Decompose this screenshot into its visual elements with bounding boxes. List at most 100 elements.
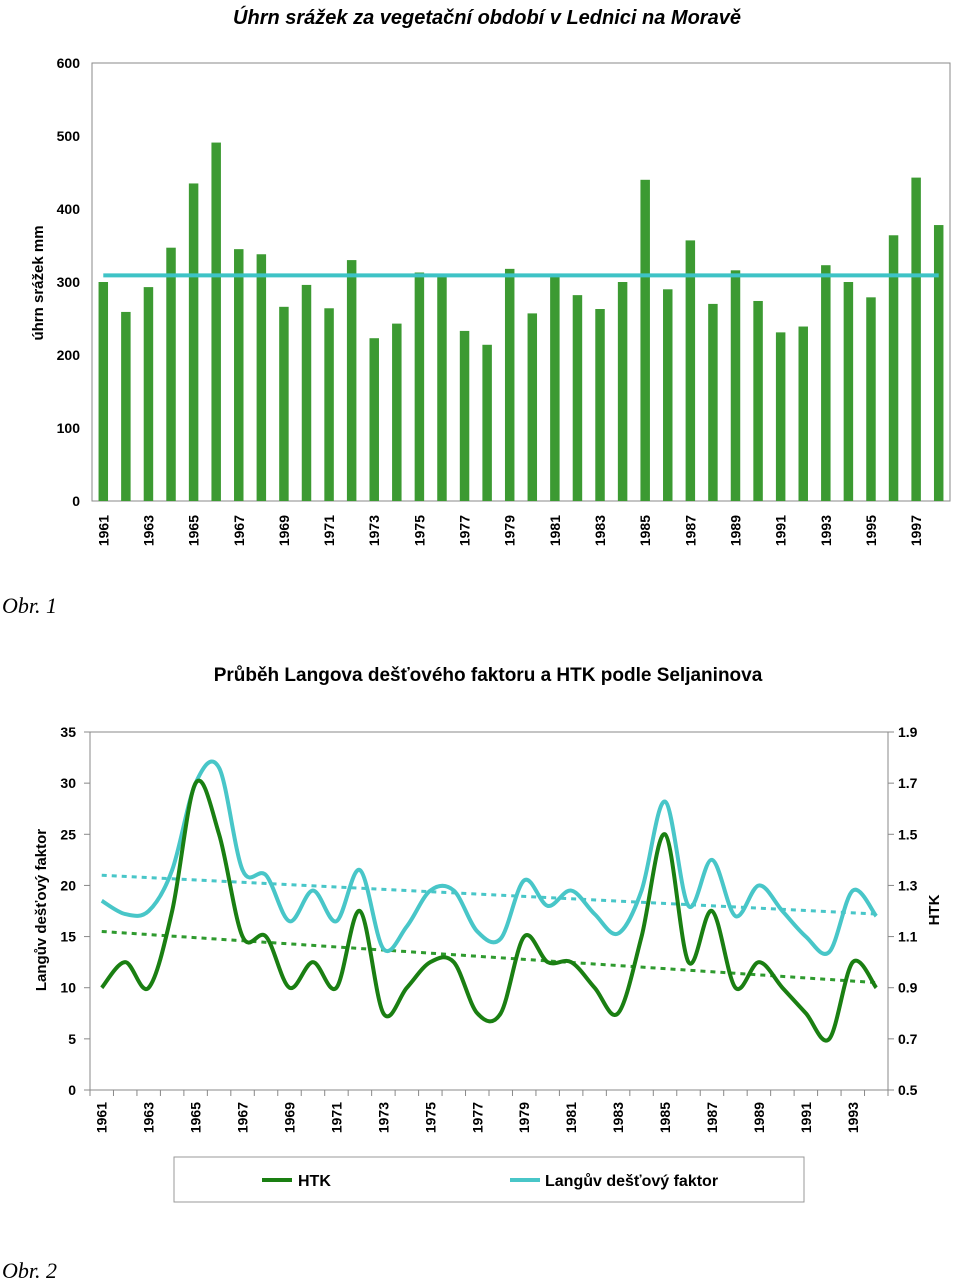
- chart1-bar: [843, 282, 854, 501]
- chart1-bar: [98, 282, 109, 501]
- chart1-bar: [775, 332, 786, 501]
- chart1-bar: [392, 323, 402, 501]
- chart1-title: Úhrn srážek za vegetační období v Lednic…: [233, 5, 741, 29]
- chart1-bar: [234, 249, 244, 501]
- chart1-bar: [640, 179, 650, 502]
- chart2-left-tick-label: 30: [60, 775, 76, 791]
- chart2-left-tick-label: 10: [60, 980, 76, 996]
- chart2-right-tick-label: 1.5: [898, 826, 918, 842]
- chart1-bar: [459, 330, 470, 501]
- chart2-trend-line: [101, 873, 877, 916]
- chart1-bar: [301, 284, 312, 501]
- chart1-bar: [211, 142, 221, 501]
- chart1-bar: [821, 265, 831, 501]
- chart2-x-tick-label: 1981: [563, 1102, 579, 1133]
- chart1-x-tick-label: 1989: [728, 515, 744, 546]
- chart1-y-axis-label: úhrn srážek mm: [30, 225, 47, 340]
- chart2-x-tick-label: 1971: [328, 1102, 344, 1133]
- chart2-title: Průběh Langova dešťového faktoru a HTK p…: [214, 665, 763, 686]
- chart1-x-tick-label: 1995: [863, 515, 879, 546]
- chart2-x-tick-label: 1989: [751, 1102, 767, 1133]
- chart2-x-tick-label: 1975: [422, 1102, 438, 1133]
- chart1-bar: [730, 270, 741, 501]
- chart1-bar: [166, 247, 176, 501]
- chart1-bar: [346, 260, 357, 501]
- chart1-x-tick-label: 1993: [818, 515, 834, 546]
- chart2-left-y-ticks: 0 5 10 15 20 25 30 35: [60, 724, 90, 1098]
- chart1-y-tick-label: 600: [57, 55, 81, 71]
- chart1-bar: [753, 300, 763, 501]
- chart2-legend: HTK Langův dešťový faktor: [173, 1156, 805, 1203]
- chart2-right-axis-label: HTK: [926, 894, 943, 925]
- chart2-right-tick-label: 0.5: [898, 1082, 918, 1098]
- chart1-x-tick-label: 1991: [773, 515, 789, 546]
- figure-caption-1: Obr. 1: [2, 593, 57, 618]
- chart1-bar: [572, 295, 583, 501]
- chart1-bar: [482, 344, 492, 501]
- chart1-bar: [550, 274, 560, 501]
- chart1-plot-frame: [91, 62, 951, 502]
- chart1-x-tick-label: 1987: [682, 515, 698, 546]
- chart2-left-tick-label: 5: [68, 1031, 76, 1047]
- figure-caption-2: Obr. 2: [2, 1258, 57, 1280]
- chart2-x-tick-label: 1993: [845, 1102, 861, 1133]
- chart2-x-tick-label: 1985: [657, 1102, 673, 1133]
- chart1-bar: [663, 289, 673, 501]
- chart1-bar: [798, 326, 808, 501]
- chart1-x-tick-label: 1975: [411, 515, 427, 546]
- chart1-x-tick-label: 1985: [637, 515, 653, 546]
- chart1-bar: [437, 274, 447, 501]
- chart1-bar: [324, 308, 334, 501]
- chart2-x-tick-label: 1969: [282, 1102, 298, 1133]
- chart1-x-tick-label: 1965: [186, 515, 202, 546]
- chart2-x-tick-label: 1967: [235, 1102, 251, 1133]
- chart1-y-tick-label: 0: [72, 493, 80, 509]
- chart1-bar: [256, 254, 267, 501]
- chart1-y-tick-label: 400: [57, 201, 81, 217]
- chart1-bar: [685, 240, 696, 501]
- chart2-left-tick-label: 20: [60, 877, 76, 893]
- chart2-trend-lines: [101, 873, 877, 985]
- chart2-left-tick-label: 15: [60, 929, 76, 945]
- chart2-plot-frame: [89, 731, 889, 1091]
- chart1-bar: [188, 183, 199, 501]
- chart1-x-ticks: 1961 1963 1965 1967 1969 1971 1973 1975 1977 1979…: [95, 515, 924, 546]
- chart1-bar: [866, 297, 876, 501]
- chart1-bar: [708, 303, 718, 501]
- chart2-right-tick-label: 1.3: [898, 877, 918, 893]
- chart1-y-tick-label: 300: [57, 274, 81, 290]
- chart2-right-tick-label: 1.1: [898, 929, 918, 945]
- chart2-left-tick-label: 0: [68, 1082, 76, 1098]
- lang-htk-line-chart: Průběh Langova dešťového faktoru a HTK p…: [33, 665, 943, 1203]
- chart1-bar: [617, 282, 628, 501]
- chart2-right-tick-label: 0.7: [898, 1031, 918, 1047]
- chart2-x-tick-label: 1963: [141, 1102, 157, 1133]
- chart1-bar: [369, 338, 379, 501]
- chart1-bar: [414, 272, 425, 501]
- precipitation-bar-chart: Úhrn srážek za vegetační období v Lednic…: [30, 5, 951, 546]
- chart2-left-tick-label: 25: [60, 826, 76, 842]
- chart1-bar: [504, 268, 515, 501]
- chart2-right-tick-label: 1.7: [898, 775, 918, 791]
- chart2-series-lines: [100, 759, 878, 1043]
- chart1-x-tick-label: 1973: [366, 515, 382, 546]
- chart1-y-tick-label: 100: [57, 420, 81, 436]
- chart2-left-tick-label: 35: [60, 724, 76, 740]
- chart2-lang-line: [100, 759, 878, 956]
- chart1-x-tick-label: 1969: [276, 515, 292, 546]
- chart1-bar: [279, 306, 289, 501]
- chart2-left-axis-label: Langův dešťový faktor: [33, 829, 50, 991]
- chart2-x-tick-label: 1965: [188, 1102, 204, 1133]
- chart1-bar: [933, 225, 944, 501]
- chart2-x-tick-label: 1987: [704, 1102, 720, 1133]
- chart1-x-tick-label: 1977: [457, 515, 473, 546]
- chart1-bar: [527, 313, 538, 501]
- chart2-x-tick-label: 1977: [469, 1102, 485, 1133]
- chart2-right-y-ticks: 0.5 0.7 0.9 1.1 1.3 1.5 1.7 1.9: [888, 724, 918, 1098]
- chart1-x-tick-label: 1981: [547, 515, 563, 546]
- chart1-x-tick-label: 1967: [231, 515, 247, 546]
- chart1-x-tick-label: 1979: [502, 515, 518, 546]
- chart1-x-tick-label: 1983: [592, 515, 608, 546]
- chart2-x-tick-label: 1983: [610, 1102, 626, 1133]
